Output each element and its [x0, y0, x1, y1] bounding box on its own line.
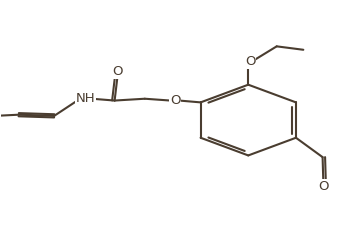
Text: O: O — [318, 180, 329, 193]
Text: O: O — [112, 65, 123, 78]
Text: O: O — [170, 94, 180, 107]
Text: NH: NH — [76, 92, 95, 105]
Text: O: O — [245, 55, 255, 68]
